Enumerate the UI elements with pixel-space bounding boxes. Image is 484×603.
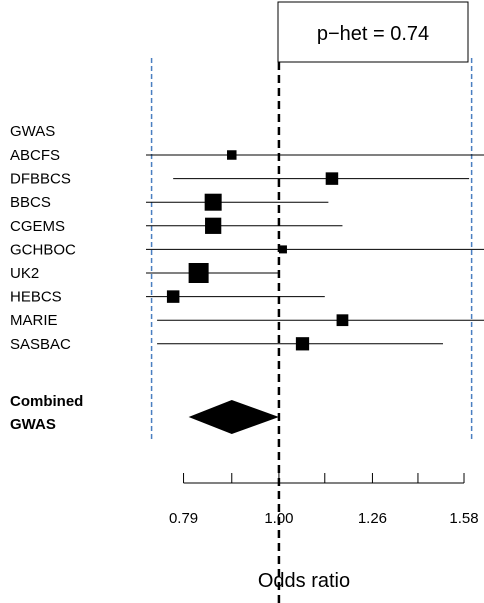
- estimate-square-abcfs: [227, 150, 237, 160]
- study-label-uk2: UK2: [10, 265, 39, 282]
- pooled-estimate: [188, 400, 279, 434]
- x-tick-label-0.79: 0.79: [169, 510, 198, 527]
- estimate-square-dfbbcs: [325, 172, 339, 185]
- estimate-square-sasbac: [295, 337, 310, 351]
- study-label-sasbac: SASBAC: [10, 336, 71, 353]
- x-tick-label-1.00: 1.00: [264, 510, 293, 527]
- estimate-square-cgems: [205, 217, 222, 234]
- x-axis-label: Odds ratio: [258, 570, 350, 592]
- study-label-marie: MARIE: [10, 312, 58, 329]
- x-axis: 0.79 1.00 1.26 1.58: [169, 473, 479, 527]
- estimate-square-hebcs: [166, 290, 180, 303]
- pooled-label-line-2: GWAS: [10, 416, 56, 433]
- study-rows: [146, 150, 484, 351]
- study-label-hebcs: HEBCS: [10, 289, 62, 306]
- pooled-label-line-1: Combined: [10, 393, 83, 410]
- study-label-gchboc: GCHBOC: [10, 241, 76, 258]
- estimate-square-gchboc: [278, 245, 287, 254]
- header-label: GWAS: [10, 123, 55, 140]
- study-label-abcfs: ABCFS: [10, 147, 60, 164]
- estimate-square-bbcs: [204, 193, 222, 211]
- estimate-square-marie: [336, 314, 349, 327]
- estimate-square-uk2: [188, 263, 209, 283]
- guide-lines: [150, 58, 473, 603]
- study-label-dfbbcs: DFBBCS: [10, 171, 71, 188]
- x-tick-label-1.58: 1.58: [449, 510, 478, 527]
- p-het-frame: [277, 1, 469, 63]
- p-het-box: p−het = 0.74: [277, 1, 469, 63]
- study-label-cgems: CGEMS: [10, 218, 65, 235]
- x-tick-label-1.26: 1.26: [358, 510, 387, 527]
- row-labels: ABCFS DFBBCS BBCS CGEMS GCHBOC UK2 HEBCS MARIE S…: [10, 123, 83, 433]
- pooled-diamond: [188, 400, 279, 434]
- p-het-label: p−het = 0.74: [317, 23, 429, 45]
- study-label-bbcs: BBCS: [10, 194, 51, 211]
